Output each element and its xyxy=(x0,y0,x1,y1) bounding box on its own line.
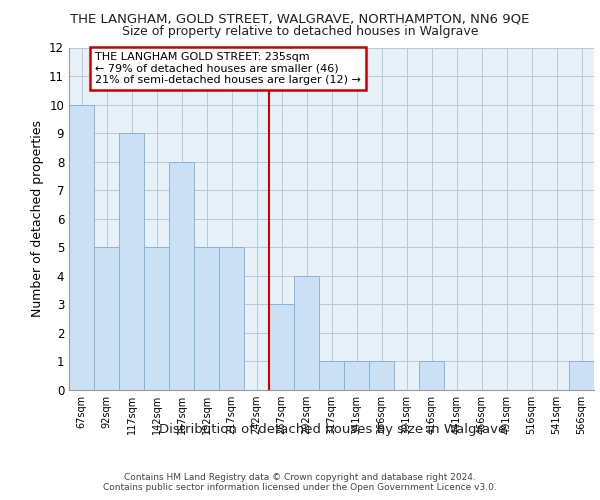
Bar xyxy=(194,248,219,390)
Text: Size of property relative to detached houses in Walgrave: Size of property relative to detached ho… xyxy=(122,25,478,38)
Text: Contains public sector information licensed under the Open Government Licence v3: Contains public sector information licen… xyxy=(103,484,497,492)
Text: Distribution of detached houses by size in Walgrave: Distribution of detached houses by size … xyxy=(160,422,506,436)
Text: THE LANGHAM, GOLD STREET, WALGRAVE, NORTHAMPTON, NN6 9QE: THE LANGHAM, GOLD STREET, WALGRAVE, NORT… xyxy=(70,12,530,26)
Text: THE LANGHAM GOLD STREET: 235sqm
← 79% of detached houses are smaller (46)
21% of: THE LANGHAM GOLD STREET: 235sqm ← 79% of… xyxy=(95,52,361,85)
Bar xyxy=(319,362,344,390)
Bar xyxy=(169,162,194,390)
Bar xyxy=(569,362,594,390)
Bar xyxy=(269,304,294,390)
Bar xyxy=(119,133,144,390)
Bar xyxy=(144,248,169,390)
Bar xyxy=(219,248,244,390)
Bar xyxy=(369,362,394,390)
Bar xyxy=(294,276,319,390)
Bar xyxy=(69,104,94,390)
Bar xyxy=(344,362,369,390)
Bar xyxy=(419,362,444,390)
Text: Contains HM Land Registry data © Crown copyright and database right 2024.: Contains HM Land Registry data © Crown c… xyxy=(124,472,476,482)
Y-axis label: Number of detached properties: Number of detached properties xyxy=(31,120,44,318)
Bar xyxy=(94,248,119,390)
